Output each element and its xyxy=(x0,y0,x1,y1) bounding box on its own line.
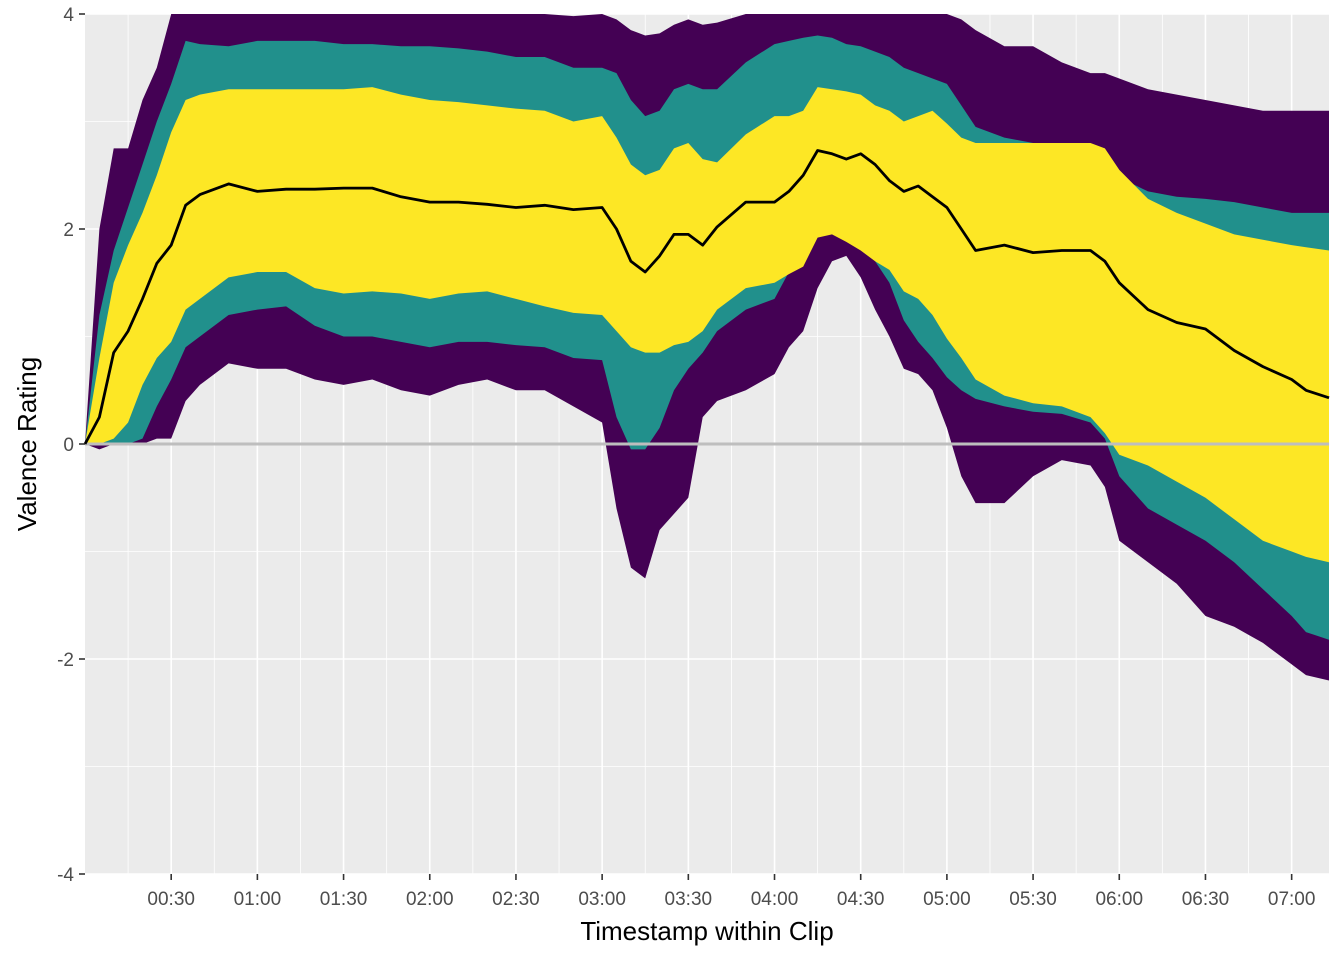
y-tick-label: 0 xyxy=(63,435,74,456)
y-axis-title: Valence Rating xyxy=(12,357,42,531)
x-tick-label: 04:30 xyxy=(837,889,885,910)
x-axis-title: Timestamp within Clip xyxy=(580,916,833,946)
x-tick-label: 03:00 xyxy=(578,889,626,910)
y-axis: 4 2 0 -2 -4 xyxy=(57,5,85,886)
x-tick-label: 03:30 xyxy=(665,889,713,910)
x-tick-label: 00:30 xyxy=(147,889,195,910)
x-tick-label: 06:30 xyxy=(1182,889,1230,910)
x-tick-label: 02:00 xyxy=(406,889,454,910)
percentile-bands xyxy=(85,14,1329,681)
mean-valence-line xyxy=(83,149,1330,445)
x-tick-label: 01:30 xyxy=(320,889,368,910)
y-tick-label: 2 xyxy=(63,220,74,241)
x-tick-label: 04:00 xyxy=(751,889,799,910)
x-tick-label: 05:00 xyxy=(923,889,971,910)
x-tick-label: 05:30 xyxy=(1009,889,1057,910)
x-tick-label: 07:00 xyxy=(1268,889,1316,910)
x-tick-label: 01:00 xyxy=(234,889,282,910)
y-tick-label: 4 xyxy=(63,5,74,26)
inner-band xyxy=(85,87,1329,563)
x-axis: 00:30 01:00 01:30 02:00 02:30 03:00 03:30 04:00… xyxy=(147,874,1315,910)
x-tick-label: 06:00 xyxy=(1095,889,1143,910)
x-tick-label: 02:30 xyxy=(492,889,540,910)
y-tick-label: -2 xyxy=(57,650,74,671)
y-tick-label: -4 xyxy=(57,865,74,886)
